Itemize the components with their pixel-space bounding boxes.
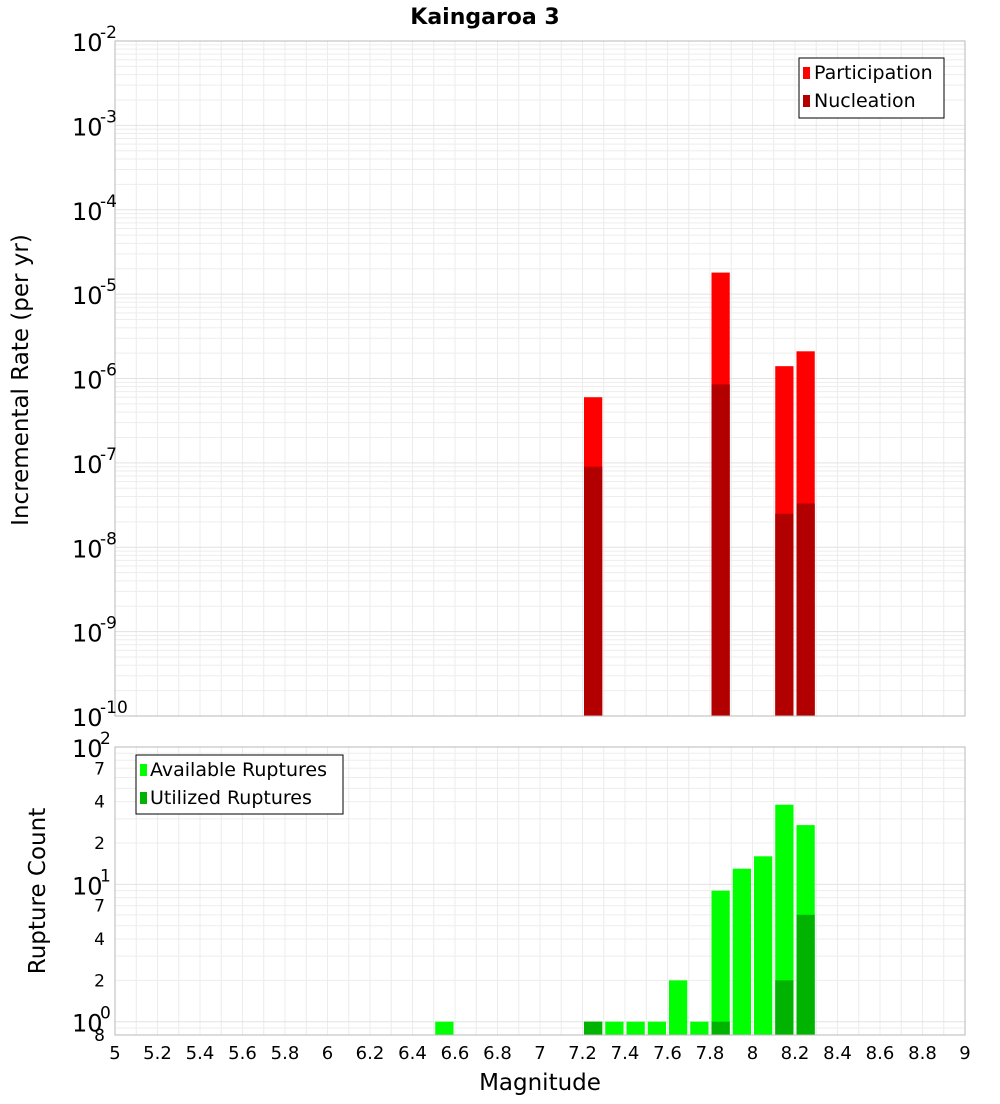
bar-available-ruptures (605, 1021, 624, 1035)
bar-utilized-ruptures (584, 1021, 603, 1035)
y-tick-label: 10 (72, 451, 103, 479)
y-tick-exponent: 1 (100, 866, 111, 886)
bar-available-ruptures (732, 868, 751, 1035)
x-tick-label: 6.8 (483, 1043, 512, 1064)
bar-nucleation (775, 513, 794, 716)
bar-available-ruptures (754, 856, 773, 1035)
bottom-legend: Available Ruptures Utilized Ruptures (135, 754, 344, 815)
y-tick-exponent: -9 (100, 614, 117, 634)
legend-nucleation-label: Nucleation (814, 90, 916, 112)
y-tick-label: 4 (94, 930, 105, 950)
chart-title: Kaingaroa 3 (410, 5, 559, 30)
bottom-plot-frame (114, 746, 966, 1036)
bar-nucleation (796, 503, 815, 716)
bar-available-ruptures (711, 890, 730, 1035)
bar-available-ruptures (669, 980, 688, 1035)
y-tick-exponent: 0 (100, 1004, 111, 1024)
legend-participation-label: Participation (814, 62, 933, 84)
top-y-axis-label: Incremental Rate (per yr) (8, 234, 34, 526)
y-tick-label: 10 (72, 282, 103, 310)
y-tick-label: 10 (72, 735, 103, 763)
y-tick-label: 7 (94, 897, 105, 917)
x-tick-label: 7.4 (611, 1043, 640, 1064)
x-tick-label: 5.6 (228, 1043, 257, 1064)
y-tick-exponent: -2 (100, 23, 117, 43)
bar-available-ruptures (435, 1021, 454, 1035)
legend-nucleation-swatch (803, 95, 810, 107)
bar-utilized-ruptures (775, 980, 794, 1035)
y-tick-label: 10 (72, 367, 103, 395)
x-tick-label: 6.2 (356, 1043, 385, 1064)
bottom-legend-box (135, 754, 344, 815)
x-tick-label: 5.2 (143, 1043, 172, 1064)
y-tick-label: 10 (72, 113, 103, 141)
x-tick-label: 8.8 (908, 1043, 937, 1064)
y-tick-exponent: -6 (100, 361, 117, 381)
y-tick-exponent: -7 (100, 445, 117, 465)
legend-available-swatch (140, 764, 147, 776)
top-legend: Participation Nucleation (798, 57, 945, 119)
x-tick-label: 8.2 (781, 1043, 810, 1064)
y-tick-exponent: 2 (100, 729, 111, 749)
y-tick-label: 7 (94, 759, 105, 779)
x-tick-label: 7 (534, 1043, 545, 1064)
y-tick-label: 10 (72, 1010, 103, 1038)
bar-available-ruptures (626, 1021, 645, 1035)
bar-nucleation (584, 466, 603, 716)
y-tick-label: 4 (94, 793, 105, 813)
bar-nucleation (711, 384, 730, 716)
x-tick-labels: 5 5.2 5.4 5.6 5.8 6 6.2 6.4 6.6 6.8 7 7.2 7.4 7.6 7.8 8… (109, 1043, 970, 1064)
top-legend-box (798, 57, 945, 119)
bar-utilized-ruptures (796, 914, 815, 1035)
y-tick-exponent: -8 (100, 529, 117, 549)
bar-available-ruptures (690, 1021, 709, 1035)
x-tick-label: 7.6 (653, 1043, 682, 1064)
top-grid (114, 40, 966, 717)
y-tick-label: 10 (72, 704, 103, 732)
legend-available-label: Available Ruptures (150, 759, 327, 781)
bar-available-ruptures (775, 804, 794, 1035)
y-tick-exponent: -3 (100, 107, 117, 127)
y-tick-label: 10 (72, 198, 103, 226)
y-tick-exponent: -10 (100, 698, 128, 718)
x-tick-label: 7.8 (696, 1043, 725, 1064)
x-tick-label: 8.6 (866, 1043, 895, 1064)
x-tick-label: 5 (109, 1043, 120, 1064)
bottom-bars (435, 804, 815, 1035)
legend-participation-swatch (803, 67, 810, 79)
x-tick-label: 8 (747, 1043, 758, 1064)
y-tick-label: 8 (94, 1026, 105, 1046)
x-tick-label: 7.2 (568, 1043, 597, 1064)
x-tick-label: 6.6 (441, 1043, 470, 1064)
y-tick-label: 2 (94, 971, 105, 991)
top-plot-frame (114, 40, 966, 717)
legend-utilized-swatch (140, 792, 147, 804)
x-tick-label: 6.4 (398, 1043, 427, 1064)
x-tick-label: 9 (959, 1043, 970, 1064)
bottom-y-axis-label: Rupture Count (25, 808, 51, 974)
y-tick-label: 2 (94, 834, 105, 854)
bar-utilized-ruptures (711, 1021, 730, 1035)
bar-available-ruptures (647, 1021, 666, 1035)
y-tick-exponent: -5 (100, 276, 117, 296)
legend-utilized-label: Utilized Ruptures (150, 787, 312, 809)
y-tick-label: 10 (72, 535, 103, 563)
x-tick-label: 5.8 (271, 1043, 300, 1064)
x-axis-label: Magnitude (479, 1070, 601, 1096)
y-tick-exponent: -4 (100, 192, 117, 212)
x-tick-label: 8.4 (823, 1043, 852, 1064)
y-tick-label: 10 (72, 620, 103, 648)
y-tick-label: 10 (72, 872, 103, 900)
top-bars (584, 272, 815, 716)
x-tick-label: 5.4 (186, 1043, 215, 1064)
x-tick-label: 6 (322, 1043, 333, 1064)
y-tick-label: 10 (72, 29, 103, 57)
